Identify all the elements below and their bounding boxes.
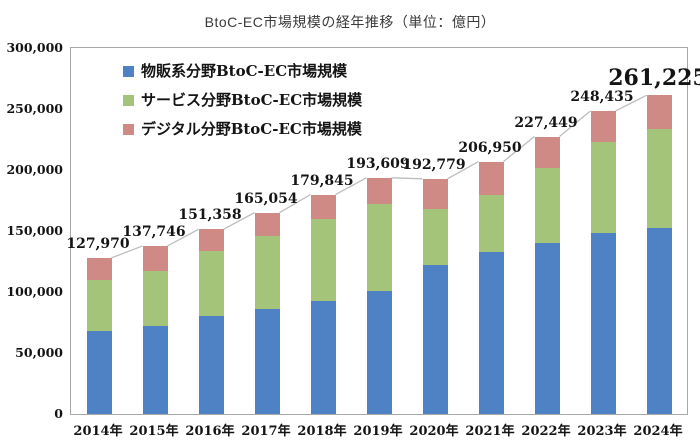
total-label: 137,746 xyxy=(122,223,186,240)
total-label: 127,970 xyxy=(66,235,130,252)
total-label: 206,950 xyxy=(458,139,522,156)
plot-area: 物販系分野BtoC-EC市場規模 サービス分野BtoC-EC市場規模 デジタル分野B… xyxy=(70,47,688,415)
legend-label: サービス分野BtoC-EC市場規模 xyxy=(141,91,363,109)
bar-segment xyxy=(422,264,448,414)
total-label: 165,054 xyxy=(234,190,298,207)
total-label: 192,779 xyxy=(402,156,466,173)
bar-segment xyxy=(534,168,560,244)
bar-segment xyxy=(198,251,224,317)
bar-segment xyxy=(646,128,672,229)
legend-label: 物販系分野BtoC-EC市場規模 xyxy=(141,62,348,80)
legend-swatch-icon xyxy=(123,124,134,135)
x-tick-label: 2017年 xyxy=(241,424,291,439)
legend-item: サービス分野BtoC-EC市場規模 xyxy=(123,92,362,109)
bar-segment xyxy=(646,95,672,129)
x-tick-label: 2014年 xyxy=(73,424,123,439)
y-tick-label: 300,000 xyxy=(6,40,63,55)
x-tick-label: 2023年 xyxy=(577,424,627,439)
x-tick-label: 2019年 xyxy=(353,424,403,439)
total-label: 261,225 xyxy=(608,65,700,92)
x-tick-label: 2015年 xyxy=(129,424,179,439)
bar-segment xyxy=(478,195,504,252)
bar-segment xyxy=(534,136,560,169)
total-label: 179,845 xyxy=(290,172,354,189)
bar-segment xyxy=(198,316,224,414)
bar-segment xyxy=(142,270,168,326)
total-label: 193,609 xyxy=(346,155,410,172)
bar-segment xyxy=(590,233,616,414)
bar-segment xyxy=(86,330,112,414)
chart-title: BtoC-EC市場規模の経年推移（単位：億円） xyxy=(204,14,496,30)
total-label: 227,449 xyxy=(514,114,578,131)
legend: 物販系分野BtoC-EC市場規模 サービス分野BtoC-EC市場規模 デジタル分野B… xyxy=(123,63,362,138)
y-tick-label: 250,000 xyxy=(6,101,63,116)
x-tick-label: 2022年 xyxy=(521,424,571,439)
bar-segment xyxy=(86,280,112,331)
legend-label: デジタル分野BtoC-EC市場規模 xyxy=(141,120,362,138)
bar-segment xyxy=(254,212,280,237)
bar-segment xyxy=(86,257,112,281)
bar-segment xyxy=(310,194,336,220)
bar-segment xyxy=(254,309,280,414)
legend-item: デジタル分野BtoC-EC市場規模 xyxy=(123,121,362,138)
bar-segment xyxy=(142,245,168,271)
x-tick-label: 2020年 xyxy=(409,424,459,439)
y-tick-label: 0 xyxy=(54,406,63,421)
x-tick-label: 2016年 xyxy=(185,424,235,439)
y-tick-label: 100,000 xyxy=(6,284,63,299)
bar-segment xyxy=(366,177,392,204)
bar-segment xyxy=(590,110,616,143)
bar-segment xyxy=(534,243,560,414)
bar-segment xyxy=(366,291,392,414)
bar-segment xyxy=(198,229,224,252)
legend-item: 物販系分野BtoC-EC市場規模 xyxy=(123,63,362,80)
y-tick-label: 150,000 xyxy=(6,223,63,238)
bar-segment xyxy=(422,208,448,265)
y-tick-label: 200,000 xyxy=(6,162,63,177)
legend-swatch-icon xyxy=(123,66,134,77)
total-label: 151,358 xyxy=(178,207,242,224)
x-tick-label: 2024年 xyxy=(633,424,683,439)
bar-segment xyxy=(478,251,504,414)
bar-segment xyxy=(422,178,448,209)
bar-segment xyxy=(590,142,616,234)
bar-segment xyxy=(310,300,336,414)
bar-segment xyxy=(142,325,168,414)
total-label: 248,435 xyxy=(570,88,634,105)
x-tick-label: 2021年 xyxy=(465,424,515,439)
x-tick-label: 2018年 xyxy=(297,424,347,439)
bar-segment xyxy=(366,203,392,292)
bar-segment xyxy=(310,219,336,301)
legend-swatch-icon xyxy=(123,95,134,106)
y-tick-label: 50,000 xyxy=(15,345,63,360)
bar-segment xyxy=(478,161,504,196)
bar-segment xyxy=(254,236,280,310)
total-connector-line xyxy=(111,94,647,259)
bar-segment xyxy=(646,228,672,414)
